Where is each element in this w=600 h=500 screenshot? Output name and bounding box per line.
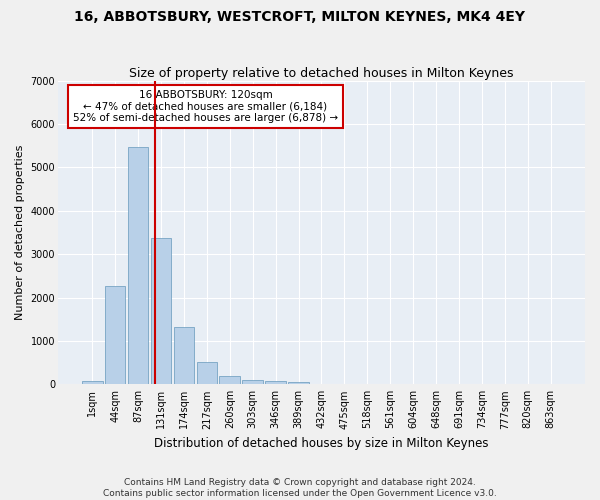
Text: 16, ABBOTSBURY, WESTCROFT, MILTON KEYNES, MK4 4EY: 16, ABBOTSBURY, WESTCROFT, MILTON KEYNES…	[74, 10, 526, 24]
Bar	[128, 146, 148, 384]
Bar	[288, 382, 309, 384]
Title: Size of property relative to detached houses in Milton Keynes: Size of property relative to detached ho…	[129, 66, 514, 80]
Bar	[265, 382, 286, 384]
Bar	[151, 238, 172, 384]
Text: 16 ABBOTSBURY: 120sqm
← 47% of detached houses are smaller (6,184)
52% of semi-d: 16 ABBOTSBURY: 120sqm ← 47% of detached …	[73, 90, 338, 123]
Text: Contains HM Land Registry data © Crown copyright and database right 2024.
Contai: Contains HM Land Registry data © Crown c…	[103, 478, 497, 498]
Bar	[173, 328, 194, 384]
Bar	[220, 376, 240, 384]
X-axis label: Distribution of detached houses by size in Milton Keynes: Distribution of detached houses by size …	[154, 437, 489, 450]
Y-axis label: Number of detached properties: Number of detached properties	[15, 145, 25, 320]
Bar	[105, 286, 125, 384]
Bar	[242, 380, 263, 384]
Bar	[197, 362, 217, 384]
Bar	[82, 381, 103, 384]
